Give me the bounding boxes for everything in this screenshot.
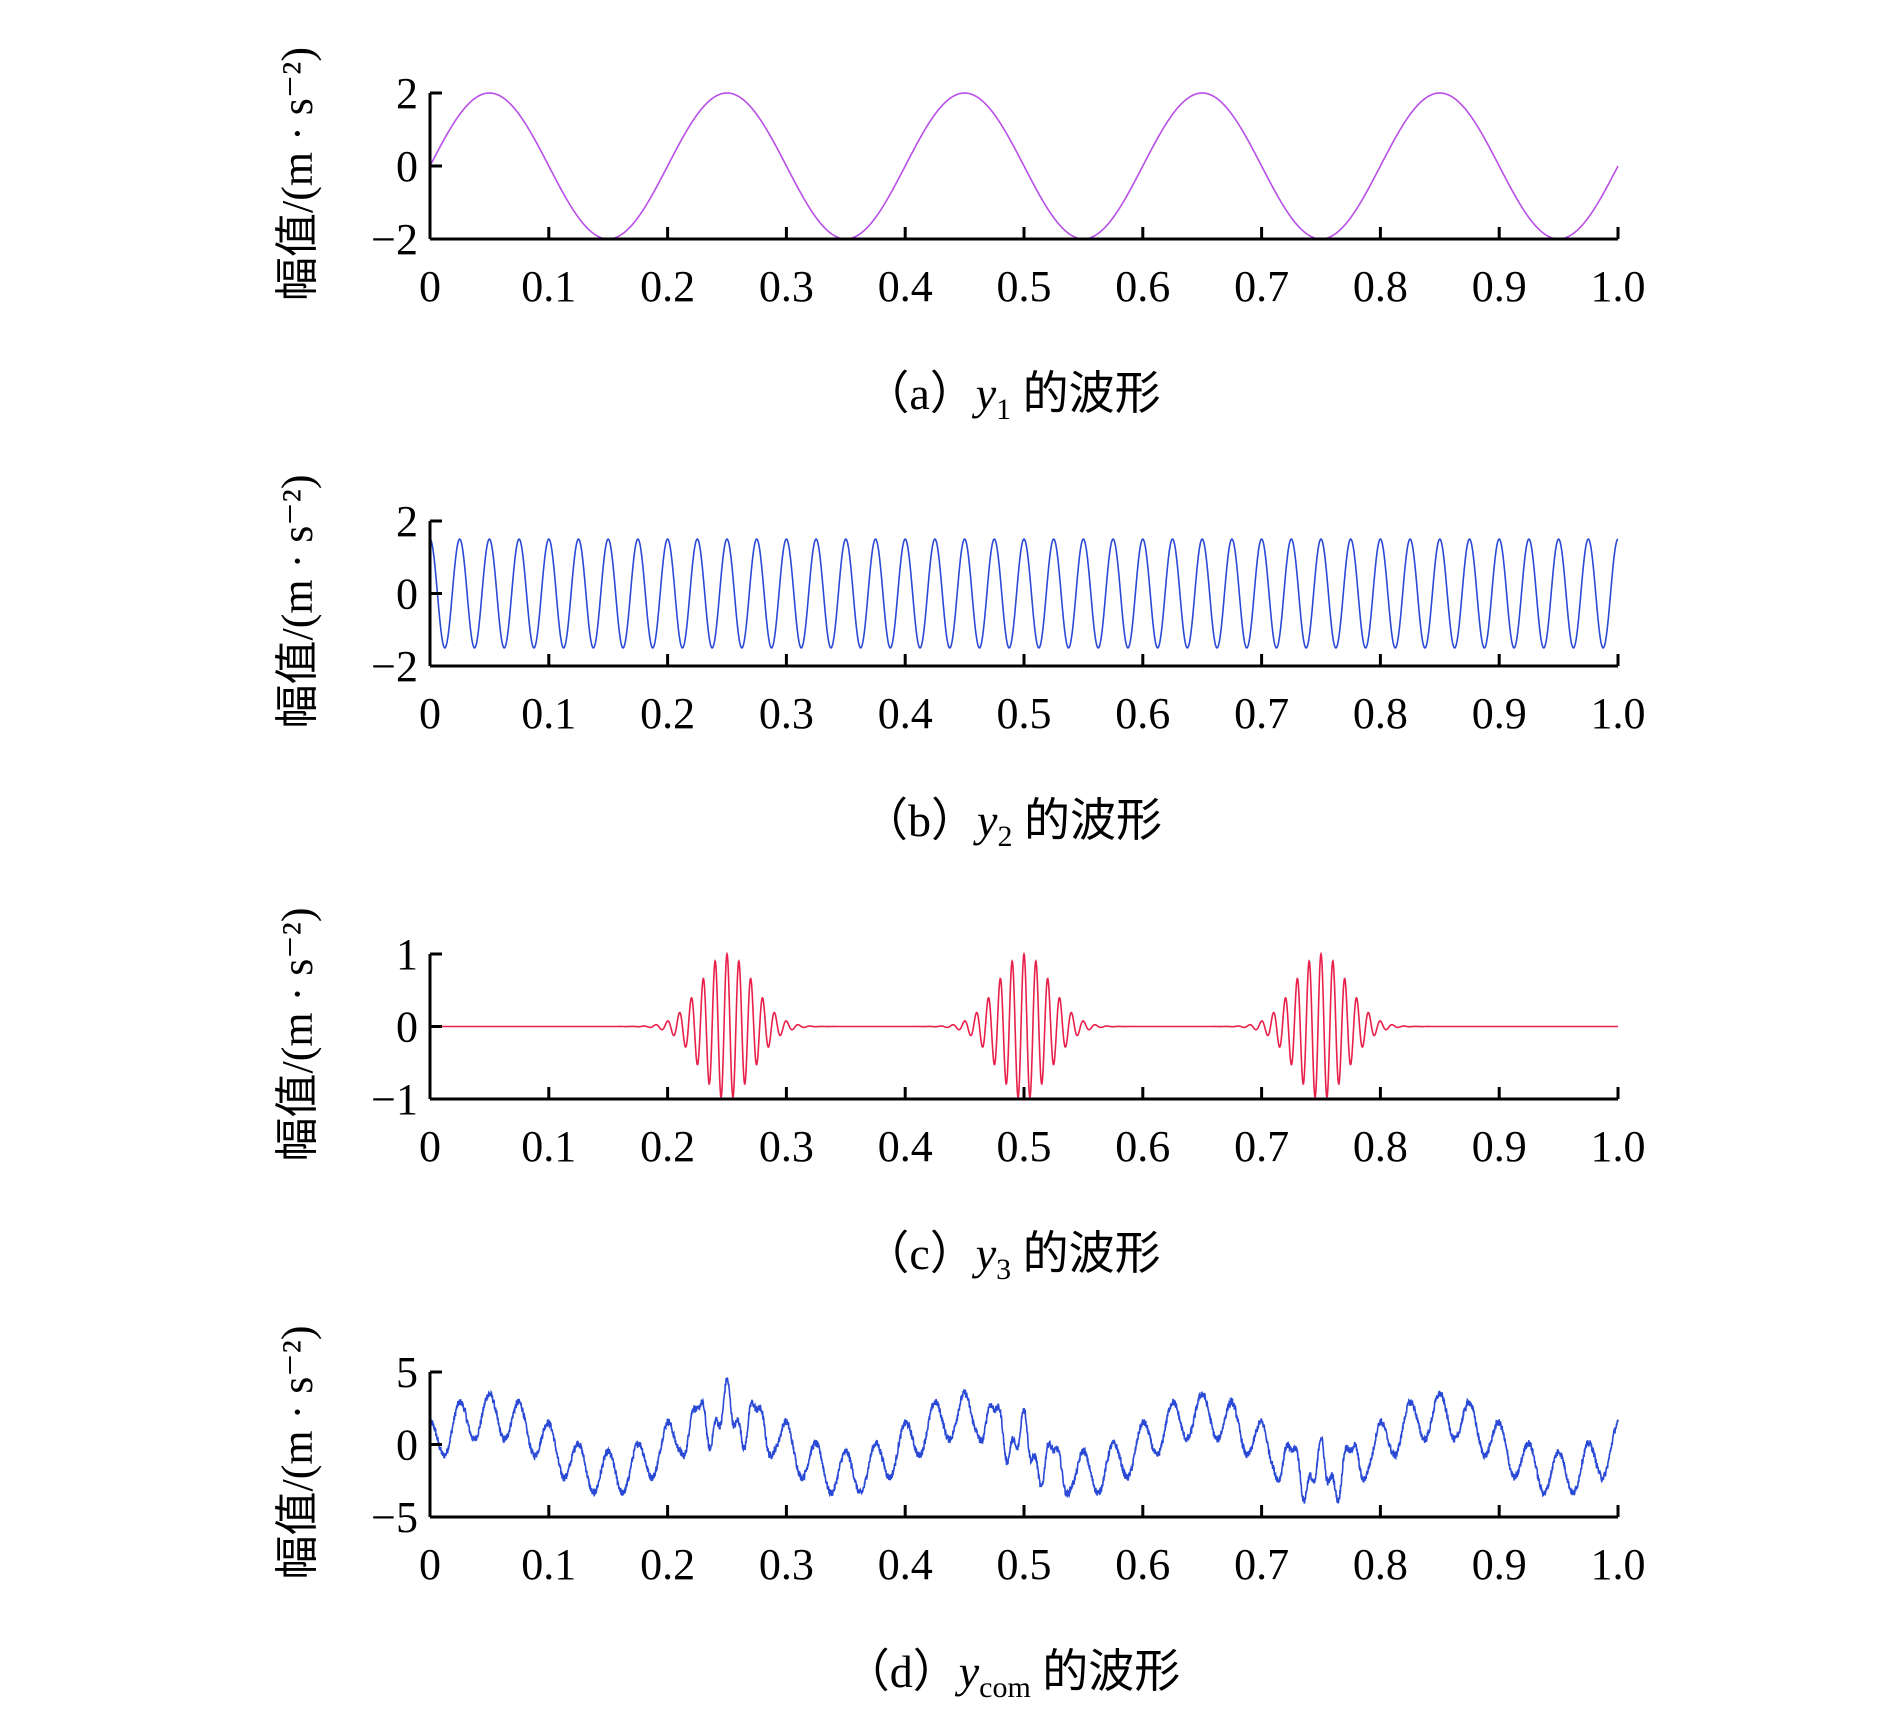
series-line-a [429, 92, 1619, 240]
x-tick-label: 0.3 [759, 689, 814, 738]
panel-caption: （c）y3 的波形 [863, 1228, 1160, 1286]
x-tick-label: 0 [419, 689, 441, 738]
x-tick-label: 0.5 [997, 689, 1052, 738]
x-tick-label: 0.9 [1472, 689, 1527, 738]
panel-c: 0 0.1 0.2 0.3 0.4 0.5 0.6 0.7 0.8 0.9 1.010−1幅值/(m… [273, 908, 1646, 1286]
y-tick-label: 2 [396, 497, 418, 546]
panel-b: 0 0.1 0.2 0.3 0.4 0.5 0.6 0.7 0.8 0.9 1.020−2幅值/(m… [273, 475, 1646, 853]
series-line-d [429, 1377, 1619, 1504]
y-tick-label: −2 [371, 642, 418, 691]
x-tick-label: 0 [419, 1122, 441, 1171]
x-tick-label: 0.4 [878, 262, 933, 311]
x-tick-label: 0.2 [640, 689, 695, 738]
x-tick-label: 0.6 [1115, 262, 1170, 311]
x-tick-label: 0.4 [878, 689, 933, 738]
series-line-b [429, 538, 1619, 649]
y-axis-label: 幅值/(m · s⁻²) [273, 908, 322, 1162]
y-tick-label: −2 [371, 215, 418, 264]
x-tick-label: 0.2 [640, 262, 695, 311]
x-tick-label: 0.1 [521, 689, 576, 738]
y-axis-label: 幅值/(m · s⁻²) [273, 475, 322, 729]
x-tick-label: 0.8 [1353, 1122, 1408, 1171]
x-tick-label: 0.2 [640, 1122, 695, 1171]
x-tick-label: 0 [419, 262, 441, 311]
x-tick-label: 0.2 [640, 1540, 695, 1589]
y-tick-label: 0 [396, 570, 418, 619]
x-tick-label: 0.5 [997, 1122, 1052, 1171]
x-tick-label: 0.1 [521, 1122, 576, 1171]
panel-d: 0 0.1 0.2 0.3 0.4 0.5 0.6 0.7 0.8 0.9 1.050−5幅值/(m… [273, 1326, 1646, 1704]
x-tick-label: 0.1 [521, 1540, 576, 1589]
y-tick-label: 0 [396, 1421, 418, 1470]
x-tick-label: 1.0 [1591, 262, 1646, 311]
panel-caption: （a）y1 的波形 [863, 368, 1160, 426]
x-tick-label: 0 [419, 1540, 441, 1589]
series-line-c [430, 951, 1618, 1100]
x-tick-label: 0.7 [1234, 1540, 1289, 1589]
x-tick-label: 0.9 [1472, 262, 1527, 311]
x-tick-label: 0.9 [1472, 1540, 1527, 1589]
x-tick-label: 0.9 [1472, 1122, 1527, 1171]
x-tick-label: 0.7 [1234, 1122, 1289, 1171]
panel-caption: （b）y2 的波形 [862, 795, 1162, 853]
x-tick-label: 0.8 [1353, 1540, 1408, 1589]
x-tick-label: 0.6 [1115, 1540, 1170, 1589]
x-tick-label: 0.3 [759, 1122, 814, 1171]
x-tick-label: 0.7 [1234, 262, 1289, 311]
x-tick-label: 0.3 [759, 262, 814, 311]
y-tick-label: 2 [396, 69, 418, 118]
y-tick-label: −1 [371, 1075, 418, 1124]
x-tick-label: 0.3 [759, 1540, 814, 1589]
x-tick-label: 1.0 [1591, 1540, 1646, 1589]
x-tick-label: 0.7 [1234, 689, 1289, 738]
x-tick-label: 1.0 [1591, 1122, 1646, 1171]
x-tick-label: 0.8 [1353, 262, 1408, 311]
y-tick-label: −5 [371, 1493, 418, 1542]
panel-a: 0 0.1 0.2 0.3 0.4 0.5 0.6 0.7 0.8 0.9 1.020−2幅值/(m… [273, 47, 1646, 426]
x-tick-label: 0.4 [878, 1540, 933, 1589]
x-tick-label: 0.6 [1115, 689, 1170, 738]
y-axis-label: 幅值/(m · s⁻²) [273, 1326, 322, 1580]
y-tick-label: 0 [396, 1003, 418, 1052]
x-tick-label: 0.5 [997, 1540, 1052, 1589]
x-tick-label: 1.0 [1591, 689, 1646, 738]
y-tick-label: 1 [396, 930, 418, 979]
x-tick-label: 0.8 [1353, 689, 1408, 738]
panel-caption: （d）ycom 的波形 [844, 1646, 1181, 1704]
x-tick-label: 0.5 [997, 262, 1052, 311]
x-tick-label: 0.1 [521, 262, 576, 311]
y-tick-label: 5 [396, 1348, 418, 1397]
y-tick-label: 0 [396, 142, 418, 191]
y-axis-label: 幅值/(m · s⁻²) [273, 47, 322, 301]
x-tick-label: 0.6 [1115, 1122, 1170, 1171]
x-tick-label: 0.4 [878, 1122, 933, 1171]
